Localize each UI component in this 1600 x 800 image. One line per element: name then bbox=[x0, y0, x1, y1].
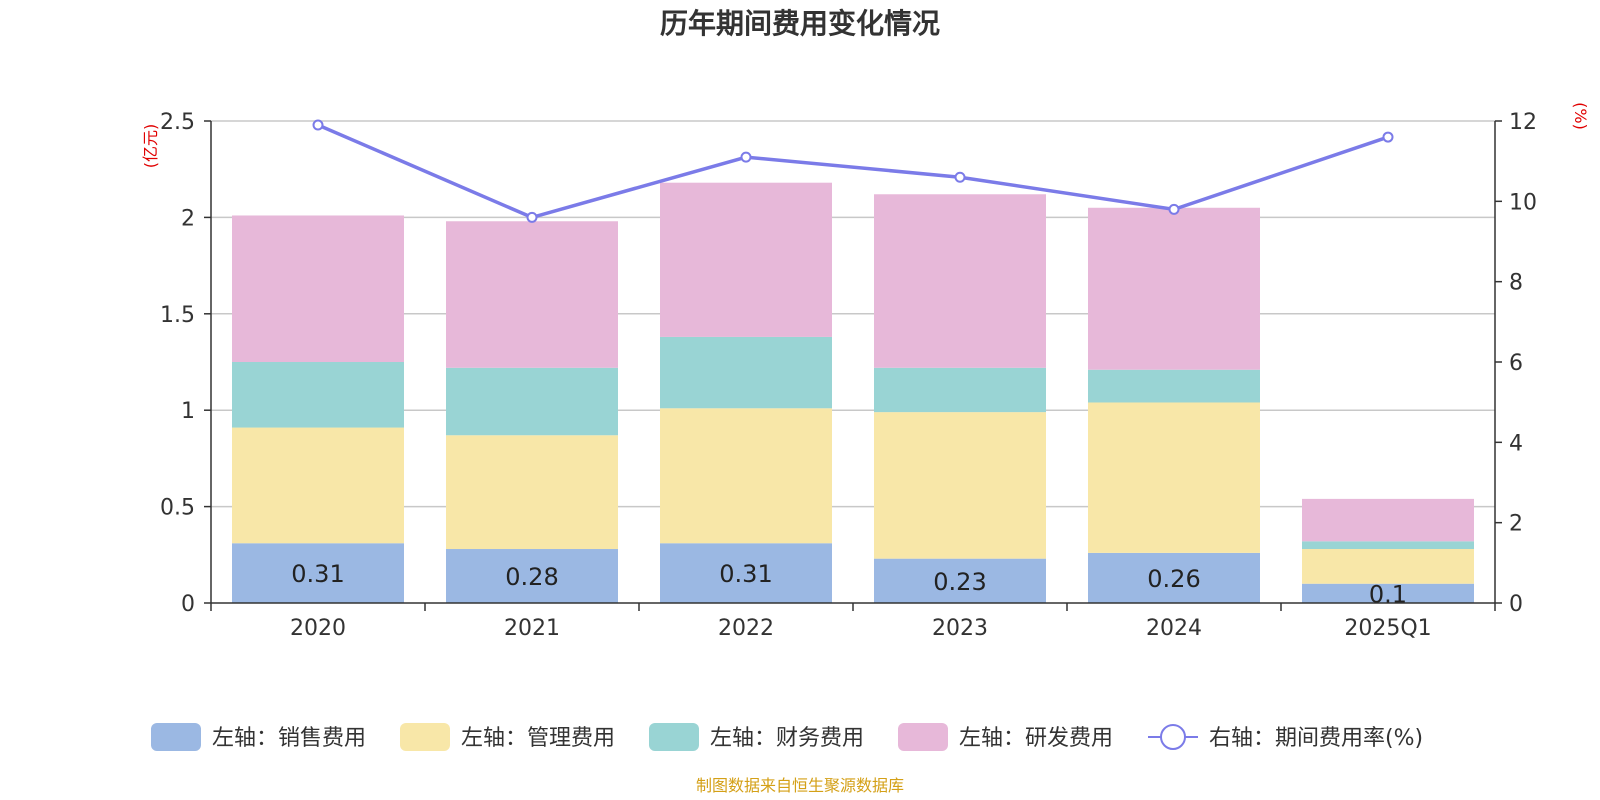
bar-data-label: 0.31 bbox=[291, 560, 344, 588]
left-axis-unit: (亿元) bbox=[141, 124, 160, 169]
left-tick-label: 0.5 bbox=[160, 496, 195, 521]
left-tick-label: 0 bbox=[181, 592, 195, 617]
bar-segment bbox=[660, 408, 832, 544]
rate-line-path bbox=[317, 123, 1389, 220]
x-tick-label: 2021 bbox=[504, 616, 560, 641]
bar-segment bbox=[232, 215, 404, 362]
legend-label: 左轴：研发费用 bbox=[959, 726, 1113, 751]
bar-segment bbox=[232, 543, 404, 603]
right-tick-label: 4 bbox=[1509, 431, 1523, 456]
rate-point bbox=[312, 119, 324, 131]
source-note: 制图数据来自恒生聚源数据库 bbox=[696, 776, 904, 795]
bar-segment bbox=[874, 558, 1046, 603]
bar-data-label: 0.31 bbox=[719, 560, 772, 588]
bar-segment bbox=[1088, 369, 1260, 403]
right-tick-label: 12 bbox=[1509, 110, 1537, 135]
left-tick-label: 1.5 bbox=[160, 303, 195, 328]
x-tick-label: 2022 bbox=[718, 616, 774, 641]
grid-lines bbox=[211, 120, 1495, 508]
legend-swatch bbox=[649, 723, 699, 751]
x-tick-label: 2024 bbox=[1146, 616, 1202, 641]
bar-segment bbox=[1302, 541, 1474, 550]
rate-point bbox=[526, 211, 538, 223]
right-axis-unit: (%) bbox=[1571, 102, 1590, 130]
bar-segment bbox=[446, 221, 618, 368]
bar-segment bbox=[232, 427, 404, 544]
legend-label: 左轴：管理费用 bbox=[461, 726, 615, 751]
bar-segment bbox=[1088, 552, 1260, 603]
bar-segment bbox=[446, 549, 618, 603]
rate-point bbox=[954, 171, 966, 183]
legend-label: 右轴：期间费用率(%) bbox=[1209, 726, 1423, 751]
rate-point bbox=[1382, 131, 1394, 143]
right-tick-label: 10 bbox=[1509, 190, 1537, 215]
axes: 0 0.5 1 1.5 2 2.5 0 2 4 6 8 10 12 2020 2021 2022 2023 202… bbox=[160, 110, 1537, 641]
data-labels: 0.31 0.28 0.31 0.23 0.26 0.1 bbox=[291, 560, 1407, 608]
legend-swatch bbox=[400, 723, 450, 751]
bar-segment bbox=[446, 435, 618, 550]
bar-segment bbox=[232, 362, 404, 428]
legend: 左轴：销售费用 左轴：管理费用 左轴：财务费用 左轴：研发费用 右轴：期间费用率(%) bbox=[151, 723, 1423, 751]
bar-data-label: 0.26 bbox=[1147, 565, 1200, 593]
bar-data-label: 0.28 bbox=[505, 563, 558, 591]
bar-segment bbox=[1302, 549, 1474, 584]
left-tick-label: 2.5 bbox=[160, 110, 195, 135]
bar-segment bbox=[1302, 498, 1474, 542]
rate-point bbox=[740, 151, 752, 163]
x-tick-label: 2023 bbox=[932, 616, 988, 641]
x-tick-label: 2025Q1 bbox=[1344, 616, 1431, 641]
rate-line bbox=[312, 119, 1394, 223]
legend-label: 左轴：销售费用 bbox=[212, 726, 366, 751]
right-tick-label: 8 bbox=[1509, 271, 1523, 296]
bar-segment bbox=[1088, 207, 1260, 370]
bar-segment bbox=[446, 367, 618, 436]
right-tick-label: 2 bbox=[1509, 512, 1523, 537]
legend-circle-icon bbox=[1160, 724, 1186, 750]
bar-segment bbox=[874, 194, 1046, 368]
bar-segment bbox=[1302, 583, 1474, 603]
legend-label: 左轴：财务费用 bbox=[710, 726, 864, 751]
bar-data-label: 0.1 bbox=[1369, 580, 1407, 608]
rate-point bbox=[1168, 203, 1180, 215]
left-tick-label: 2 bbox=[181, 206, 195, 231]
bar-segment bbox=[874, 367, 1046, 413]
bar-segment bbox=[874, 412, 1046, 559]
bar-data-label: 0.23 bbox=[933, 568, 986, 596]
bar-stacks bbox=[232, 182, 1474, 603]
bar-segment bbox=[1088, 402, 1260, 553]
bar-segment bbox=[660, 336, 832, 409]
bar-segment bbox=[660, 543, 832, 603]
bar-segment bbox=[660, 182, 832, 337]
chart-title: 历年期间费用变化情况 bbox=[660, 7, 940, 40]
legend-swatch bbox=[151, 723, 201, 751]
left-tick-label: 1 bbox=[181, 399, 195, 424]
x-tick-label: 2020 bbox=[290, 616, 346, 641]
legend-swatch bbox=[898, 723, 948, 751]
right-tick-label: 0 bbox=[1509, 592, 1523, 617]
right-tick-label: 6 bbox=[1509, 351, 1523, 376]
